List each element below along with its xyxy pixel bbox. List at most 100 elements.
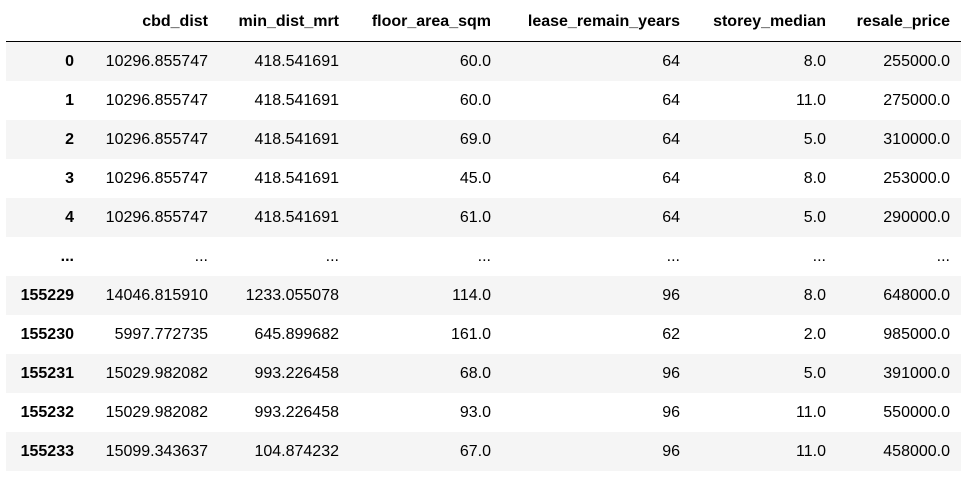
index-header bbox=[6, 3, 85, 42]
table-cell: 310000.0 bbox=[883, 131, 950, 148]
table-cell: 253000.0 bbox=[883, 170, 950, 187]
table-cell: 15029.982082 bbox=[105, 365, 208, 382]
table-cell: 8.0 bbox=[803, 53, 826, 70]
table-cell: 5.0 bbox=[803, 209, 826, 226]
ellipsis-row: ..................... bbox=[6, 237, 961, 276]
dataframe-output: cbd_dist min_dist_mrt floor_area_sqm lease_… bbox=[6, 3, 961, 471]
table-header: cbd_dist min_dist_mrt floor_area_sqm lease_… bbox=[6, 3, 961, 42]
table-cell: 255000.0 bbox=[883, 53, 950, 70]
table-cell: 60.0 bbox=[459, 92, 491, 109]
column-header: resale_price bbox=[837, 3, 961, 42]
table-row: 0 10296.855747 418.541691 60.0 64 8.0 255000.0 bbox=[6, 41, 961, 81]
row-index: 0 bbox=[65, 53, 74, 70]
table-cell: 15029.982082 bbox=[105, 404, 208, 421]
table-cell: 93.0 bbox=[459, 404, 491, 421]
dataframe-table: cbd_dist min_dist_mrt floor_area_sqm lease_… bbox=[6, 3, 961, 471]
table-cell: 8.0 bbox=[803, 287, 826, 304]
row-index: 155233 bbox=[20, 443, 74, 460]
table-cell: ... bbox=[194, 248, 208, 265]
row-index: 155230 bbox=[20, 326, 74, 343]
table-cell: 458000.0 bbox=[883, 443, 950, 460]
table-cell: ... bbox=[477, 248, 491, 265]
table-row: 155231 15029.982082 993.226458 68.0 96 5.0 391… bbox=[6, 354, 961, 393]
column-header: min_dist_mrt bbox=[219, 3, 350, 42]
table-cell: 290000.0 bbox=[883, 209, 950, 226]
table-cell: 96 bbox=[662, 287, 680, 304]
table-cell: 418.541691 bbox=[254, 131, 339, 148]
row-index: 3 bbox=[65, 170, 74, 187]
table-cell: 64 bbox=[662, 53, 680, 70]
table-cell: 61.0 bbox=[459, 209, 491, 226]
header-row: cbd_dist min_dist_mrt floor_area_sqm lease_… bbox=[6, 3, 961, 42]
table-row: 2 10296.855747 418.541691 69.0 64 5.0 310000.0 bbox=[6, 120, 961, 159]
table-cell: 1233.055078 bbox=[245, 287, 339, 304]
table-cell: 64 bbox=[662, 209, 680, 226]
table-cell: 96 bbox=[662, 365, 680, 382]
table-cell: 2.0 bbox=[803, 326, 826, 343]
row-index: 155231 bbox=[20, 365, 74, 382]
table-row: 1 10296.855747 418.541691 60.0 64 11.0 275000.… bbox=[6, 81, 961, 120]
table-cell: 550000.0 bbox=[883, 404, 950, 421]
table-cell: 64 bbox=[662, 131, 680, 148]
table-cell: 10296.855747 bbox=[105, 53, 208, 70]
table-cell: 5997.772735 bbox=[114, 326, 208, 343]
column-header: cbd_dist bbox=[85, 3, 219, 42]
table-cell: ... bbox=[812, 248, 826, 265]
table-row: 155230 5997.772735 645.899682 161.0 62 2.0 985… bbox=[6, 315, 961, 354]
table-cell: 45.0 bbox=[459, 170, 491, 187]
table-cell: 64 bbox=[662, 92, 680, 109]
table-cell: 8.0 bbox=[803, 170, 826, 187]
table-cell: 11.0 bbox=[796, 404, 826, 421]
table-cell: 10296.855747 bbox=[105, 92, 208, 109]
table-cell: 11.0 bbox=[796, 443, 826, 460]
table-row: 155233 15099.343637 104.874232 67.0 96 11.0 45… bbox=[6, 432, 961, 471]
table-cell: 5.0 bbox=[803, 131, 826, 148]
table-row: 155232 15029.982082 993.226458 93.0 96 11.0 55… bbox=[6, 393, 961, 432]
table-cell: 418.541691 bbox=[254, 53, 339, 70]
column-header: storey_median bbox=[691, 3, 837, 42]
row-index: 2 bbox=[65, 131, 74, 148]
table-cell: 418.541691 bbox=[254, 170, 339, 187]
row-index: 155232 bbox=[20, 404, 74, 421]
table-cell: ... bbox=[936, 248, 950, 265]
table-cell: 96 bbox=[662, 404, 680, 421]
column-header: floor_area_sqm bbox=[350, 3, 502, 42]
table-cell: 993.226458 bbox=[254, 404, 339, 421]
column-header: lease_remain_years bbox=[502, 3, 691, 42]
table-cell: 648000.0 bbox=[883, 287, 950, 304]
table-cell: 14046.815910 bbox=[105, 287, 208, 304]
table-cell: 64 bbox=[662, 170, 680, 187]
table-cell: 96 bbox=[662, 443, 680, 460]
table-cell: 645.899682 bbox=[254, 326, 339, 343]
table-body: 0 10296.855747 418.541691 60.0 64 8.0 255000.0… bbox=[6, 41, 961, 471]
table-cell: ... bbox=[666, 248, 680, 265]
table-cell: 15099.343637 bbox=[105, 443, 208, 460]
table-cell: 5.0 bbox=[803, 365, 826, 382]
table-cell: 985000.0 bbox=[883, 326, 950, 343]
table-cell: 275000.0 bbox=[883, 92, 950, 109]
table-cell: 104.874232 bbox=[254, 443, 339, 460]
table-cell: 418.541691 bbox=[254, 92, 339, 109]
table-cell: 11.0 bbox=[796, 92, 826, 109]
table-row: 4 10296.855747 418.541691 61.0 64 5.0 290000.0 bbox=[6, 198, 961, 237]
table-row: 3 10296.855747 418.541691 45.0 64 8.0 253000.0 bbox=[6, 159, 961, 198]
table-cell: 161.0 bbox=[450, 326, 491, 343]
table-cell: 68.0 bbox=[459, 365, 491, 382]
table-cell: 62 bbox=[662, 326, 680, 343]
table-cell: 10296.855747 bbox=[105, 131, 208, 148]
table-cell: 10296.855747 bbox=[105, 170, 208, 187]
row-index: ... bbox=[60, 248, 74, 265]
row-index: 1 bbox=[65, 92, 74, 109]
row-index: 155229 bbox=[20, 287, 74, 304]
table-cell: ... bbox=[325, 248, 339, 265]
table-cell: 418.541691 bbox=[254, 209, 339, 226]
table-cell: 67.0 bbox=[459, 443, 491, 460]
table-cell: 391000.0 bbox=[883, 365, 950, 382]
table-cell: 993.226458 bbox=[254, 365, 339, 382]
table-cell: 10296.855747 bbox=[105, 209, 208, 226]
table-cell: 60.0 bbox=[459, 53, 491, 70]
table-row: 155229 14046.815910 1233.055078 114.0 96 8.0 6… bbox=[6, 276, 961, 315]
row-index: 4 bbox=[65, 209, 74, 226]
table-cell: 114.0 bbox=[452, 287, 491, 304]
table-cell: 69.0 bbox=[459, 131, 491, 148]
